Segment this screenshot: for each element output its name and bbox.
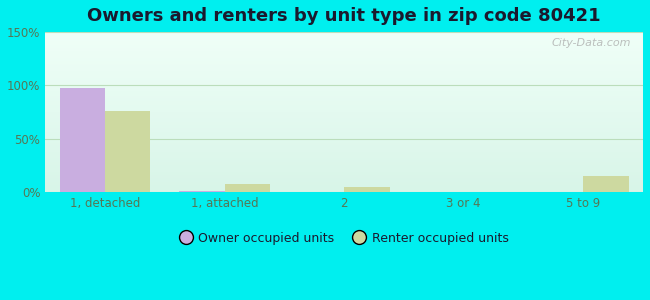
Bar <box>583 176 629 192</box>
Bar <box>344 187 389 192</box>
Text: City-Data.com: City-Data.com <box>552 38 631 49</box>
Bar <box>60 88 105 192</box>
Bar <box>224 184 270 192</box>
Bar <box>179 191 224 192</box>
Bar <box>105 111 150 192</box>
Title: Owners and renters by unit type in zip code 80421: Owners and renters by unit type in zip c… <box>87 7 601 25</box>
Legend: Owner occupied units, Renter occupied units: Owner occupied units, Renter occupied un… <box>174 227 514 250</box>
